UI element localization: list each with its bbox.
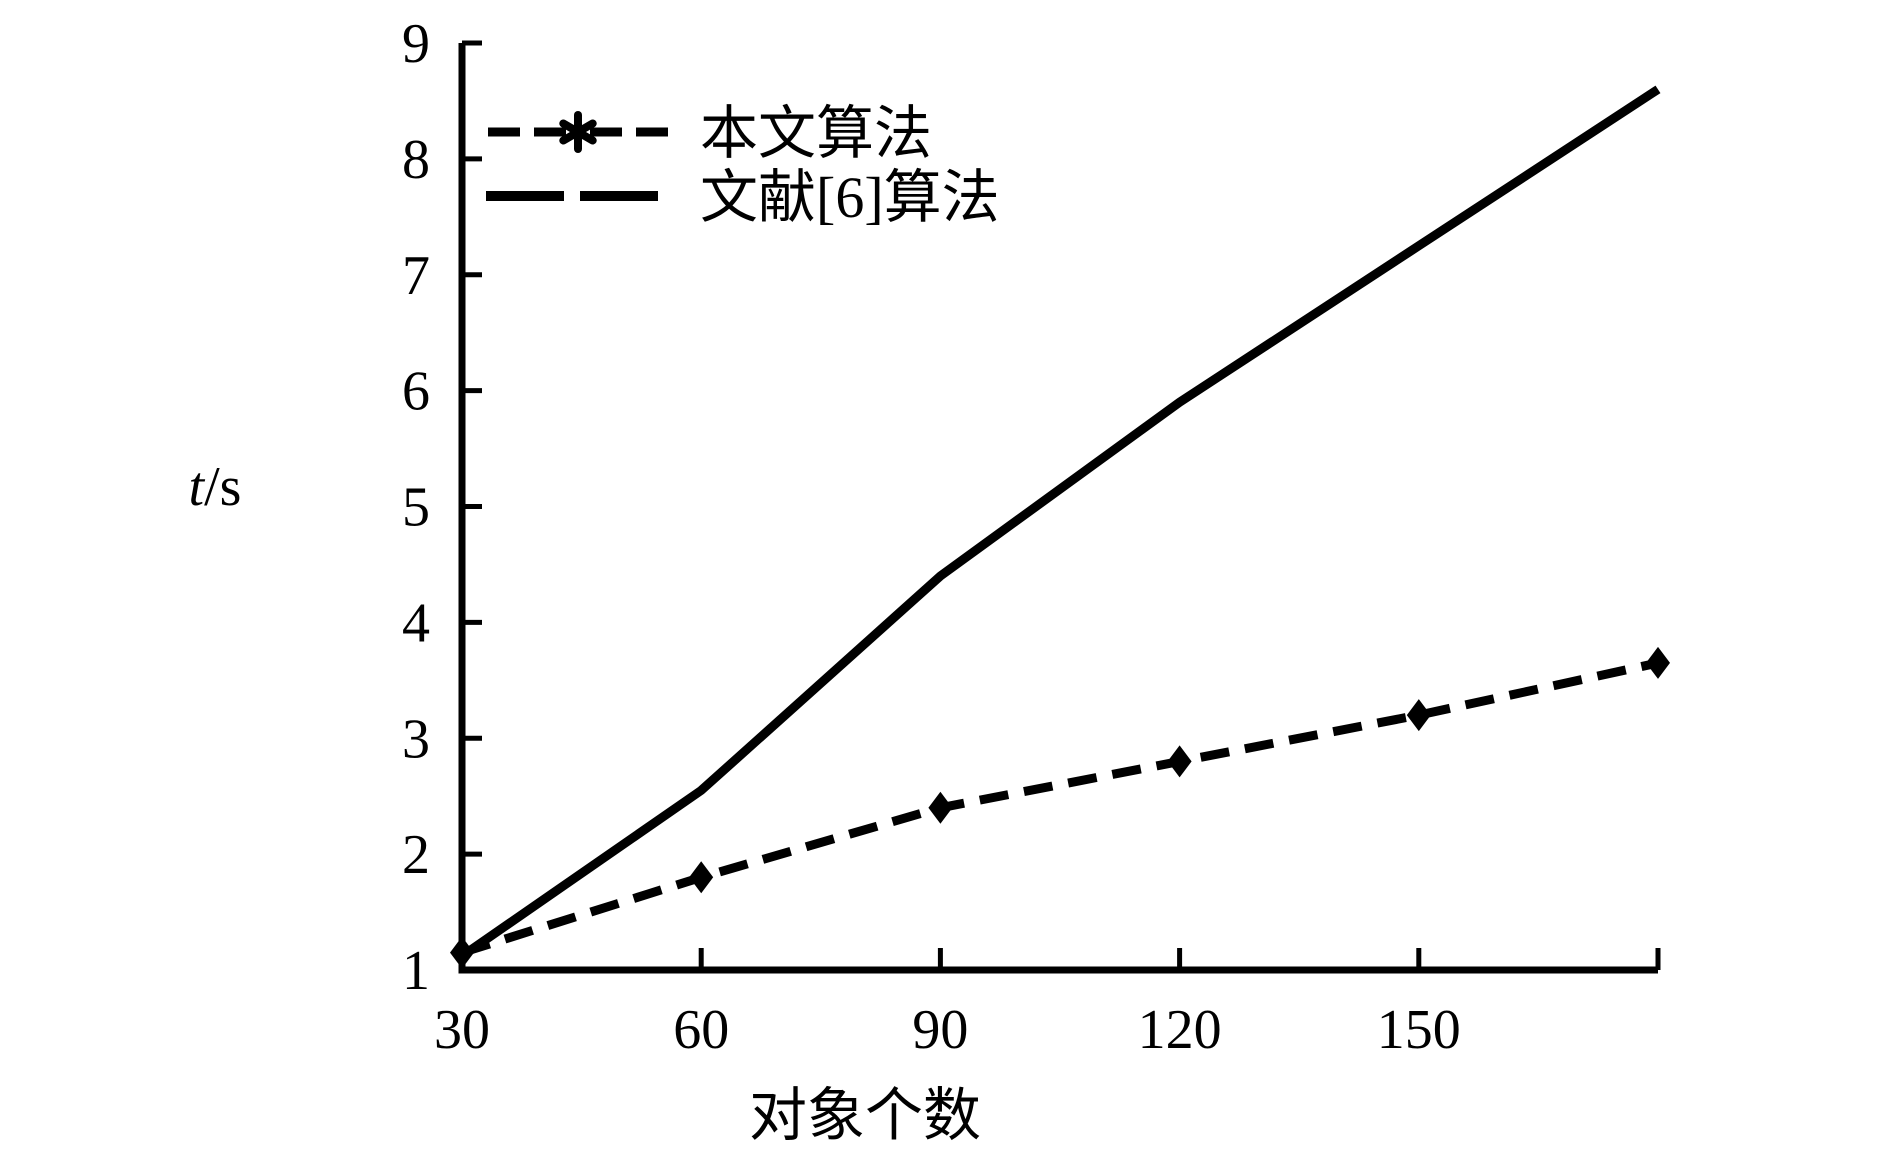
y-axis-title-symbol: t xyxy=(189,456,206,518)
legend: 本文算法 文献[6]算法 xyxy=(486,101,1000,230)
y-tick-label: 3 xyxy=(402,708,430,770)
plot-area: 1 2 3 4 5 6 7 8 9 30 60 90 120 150 xyxy=(402,13,1670,1061)
legend-symbol-dashed-star xyxy=(488,111,668,153)
y-tick-label: 5 xyxy=(402,477,430,539)
y-tick-label: 7 xyxy=(402,245,430,307)
data-point-marker xyxy=(689,861,714,894)
x-axis-title: 对象个数 xyxy=(749,1083,981,1148)
x-tick-label: 120 xyxy=(1138,999,1222,1061)
y-tick-label: 6 xyxy=(402,361,430,423)
x-tick-label: 150 xyxy=(1377,999,1461,1061)
x-tick-label: 30 xyxy=(434,999,490,1061)
data-point-marker xyxy=(1167,745,1192,778)
x-tick-label: 60 xyxy=(673,999,729,1061)
series-line-0 xyxy=(460,658,1659,957)
data-point-marker xyxy=(928,791,953,824)
series-line-1 xyxy=(459,85,1661,960)
legend-item-benwen: 本文算法 xyxy=(488,101,932,166)
data-point-marker xyxy=(1406,699,1431,732)
data-point-marker xyxy=(1646,646,1670,679)
y-tick-label: 1 xyxy=(402,940,430,1002)
x-tick-label: 90 xyxy=(912,999,968,1061)
legend-label-benwen: 本文算法 xyxy=(700,101,932,166)
y-tick-label: 2 xyxy=(402,824,430,886)
legend-item-wenxian6: 文献[6]算法 xyxy=(486,165,1000,230)
y-tick-label: 8 xyxy=(402,129,430,191)
axis-spine xyxy=(458,43,1658,974)
y-axis-title-unit: /s xyxy=(204,456,241,518)
legend-label-wenxian6: 文献[6]算法 xyxy=(700,165,1000,230)
y-tick-label: 9 xyxy=(402,13,430,75)
y-tick-label: 4 xyxy=(402,592,430,654)
y-axis-title: t/s xyxy=(189,456,242,518)
asterisk-marker-icon xyxy=(559,111,597,153)
